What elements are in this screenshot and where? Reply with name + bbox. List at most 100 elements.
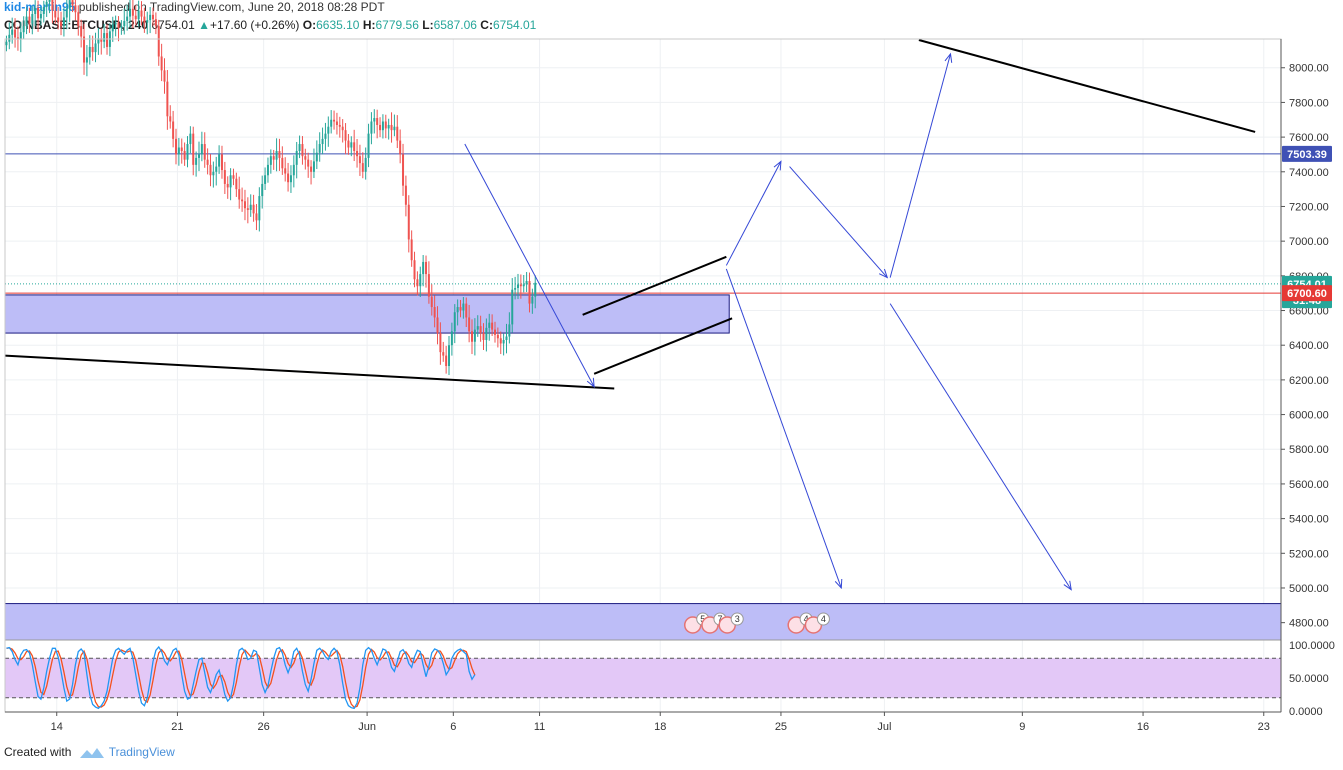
candle	[120, 20, 123, 35]
candle-body	[54, 10, 57, 18]
candle-body	[134, 15, 137, 20]
candle	[278, 138, 281, 171]
candle	[22, 16, 25, 39]
price-axis[interactable]: 8000.00 7800.00 7600.00 7400.00 7200.00 7000.…	[1281, 63, 1335, 718]
projection-arrow	[725, 268, 843, 590]
candle	[232, 168, 235, 186]
candle-body	[246, 208, 249, 210]
candle-body	[485, 327, 488, 340]
event-badge[interactable]: 5	[683, 612, 710, 634]
candle-body	[16, 37, 19, 40]
candle	[324, 122, 327, 151]
time-axis[interactable]: 14 21 26 Jun 6 11 18 25 Jul 9 16 23	[51, 712, 1270, 733]
candle-body	[146, 20, 149, 23]
horizontal-lines	[5, 153, 1281, 294]
arrow-shaft	[889, 53, 951, 278]
candle	[37, 0, 40, 32]
candle	[8, 22, 11, 50]
candle-body	[19, 32, 22, 40]
price-tick-label: 4800.00	[1289, 618, 1329, 630]
candle	[83, 23, 86, 75]
candle	[356, 139, 359, 168]
candle-body	[514, 287, 517, 290]
price-tick-label: 7800.00	[1289, 97, 1329, 109]
candle-body	[287, 173, 290, 183]
price-tick-label: 7200.00	[1289, 201, 1329, 213]
candle-body	[390, 124, 393, 131]
event-badges[interactable]: 5 7 3 4 4	[683, 612, 830, 634]
candle-body	[103, 33, 106, 42]
author-name[interactable]: kid-martin95	[4, 0, 76, 14]
candle	[88, 35, 91, 65]
candle	[241, 187, 244, 212]
candle-body	[330, 119, 333, 127]
candle-body	[129, 8, 132, 17]
time-tick-label: 26	[258, 721, 270, 733]
candle	[298, 135, 301, 159]
candle-body	[459, 307, 462, 311]
candle-body	[243, 201, 246, 209]
candle-body	[57, 17, 60, 22]
candle	[51, 0, 54, 24]
candle-body	[34, 7, 37, 14]
grid	[5, 39, 1281, 712]
candle-body	[206, 159, 209, 165]
price-tick-label: 5600.00	[1289, 479, 1329, 491]
projection-arrows[interactable]	[464, 52, 1072, 591]
candle	[140, 1, 143, 26]
projection-arrow	[889, 303, 1072, 591]
candle	[376, 109, 379, 139]
candle	[54, 0, 57, 24]
candle	[114, 15, 117, 37]
candle-body	[298, 144, 301, 151]
candle-body	[91, 46, 94, 53]
time-tick-label: 6	[450, 721, 456, 733]
ohlc-legend: COINBASE:BTCUSD, 240 6754.01 ▲+17.60 (+0…	[4, 18, 536, 32]
candle	[476, 315, 479, 337]
candle	[419, 266, 422, 297]
footer: Created with TradingView	[4, 745, 175, 760]
candle-body	[200, 144, 203, 155]
candle	[39, 7, 42, 26]
candle-body	[373, 118, 376, 122]
candle-body	[152, 14, 155, 20]
candle	[129, 0, 132, 28]
candle	[206, 148, 209, 175]
candle-body	[149, 14, 152, 21]
candle	[177, 137, 180, 166]
candle-body	[407, 204, 410, 240]
candle	[479, 315, 482, 342]
low-label: L:	[422, 18, 434, 32]
candle-body	[505, 336, 508, 340]
price-tick-label: 6200.00	[1289, 375, 1329, 387]
candle	[218, 145, 221, 174]
candle-body	[301, 144, 304, 157]
candle-body	[278, 150, 281, 158]
candle	[275, 138, 278, 172]
publish-text: published on TradingView.com, June 20, 2…	[75, 0, 385, 14]
stoch-k-line	[6, 645, 476, 710]
candle-body	[361, 163, 364, 172]
candle	[413, 251, 416, 288]
candle-body	[120, 26, 123, 28]
tradingview-brand-link[interactable]: TradingView	[108, 745, 175, 759]
event-badge[interactable]: 3	[718, 612, 744, 634]
trend-lines[interactable]	[4, 39, 1256, 390]
candle	[519, 274, 522, 299]
candle-body	[269, 156, 272, 165]
candle	[62, 7, 65, 37]
candle	[229, 168, 232, 201]
candle	[143, 7, 146, 33]
candle	[31, 5, 34, 35]
event-badge[interactable]: 4	[804, 612, 830, 634]
candle	[238, 176, 241, 209]
candle-body	[51, 0, 54, 11]
candle-body	[450, 331, 453, 346]
candle	[77, 5, 80, 36]
candle-body	[482, 333, 485, 340]
candle-body	[14, 29, 17, 38]
candle	[266, 157, 269, 183]
candle	[249, 194, 252, 217]
candle	[74, 0, 77, 21]
